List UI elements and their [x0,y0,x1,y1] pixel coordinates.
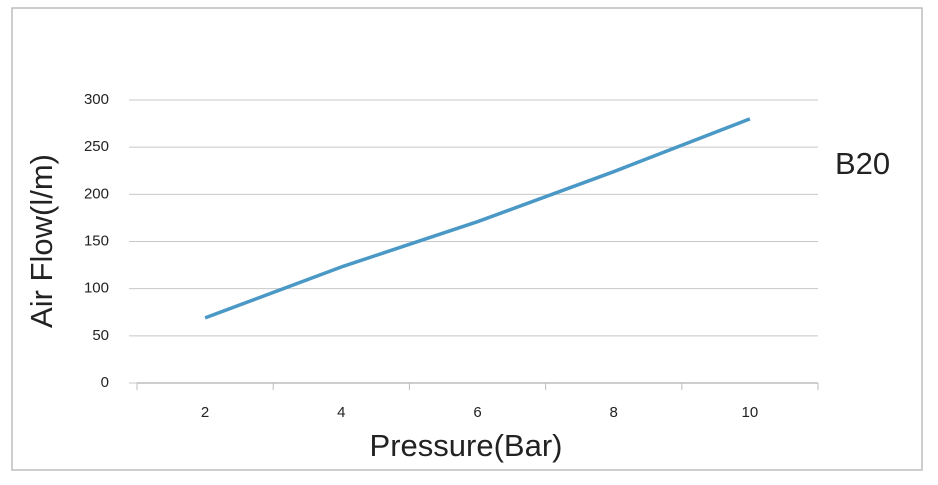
x-tick-label: 8 [610,404,618,421]
x-tick-label: 6 [473,404,481,421]
legend-label: B20 [835,146,890,181]
chart-frame [11,7,923,471]
x-axis-label: Pressure(Bar) [370,428,563,463]
y-tick-label: 300 [84,91,109,108]
x-tick-label: 2 [201,404,209,421]
y-tick-label: 200 [84,185,109,202]
y-tick-label: 50 [92,327,109,344]
y-tick-label: 0 [101,374,109,391]
y-tick-label: 250 [84,138,109,155]
y-axis-label: Air Flow(l/m) [24,154,59,328]
y-tick-label: 100 [84,280,109,297]
series-line [204,117,751,320]
y-tick-label: 150 [84,232,109,249]
x-tick-label: 4 [337,404,345,421]
x-tick-label: 10 [742,404,759,421]
